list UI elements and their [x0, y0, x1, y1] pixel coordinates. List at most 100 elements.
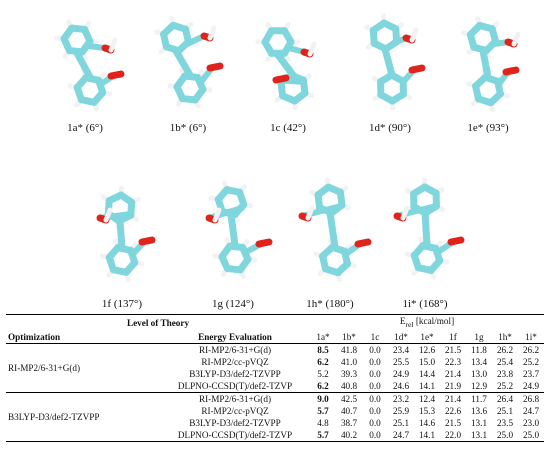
energy-value-cell: 0.0	[369, 368, 381, 379]
bond	[274, 51, 297, 79]
energy-value-cell: 40.7	[340, 405, 358, 416]
bond	[272, 74, 290, 84]
conformer-header: 1h*	[498, 331, 512, 342]
bond	[172, 47, 194, 79]
energy-value-cell: 42.5	[340, 393, 358, 404]
energy-value-cell: 24.7	[522, 405, 540, 416]
energy-eval-cell: DLPNO-CCSD(T)/def2-TZVP	[177, 429, 293, 440]
molecule-render	[393, 177, 465, 280]
energy-value-cell: 25.4	[496, 356, 514, 367]
table-row: B3LYP-D3/def2-TZVPP RI-MP2/6-31+G(d) 9.0 42…	[6, 392, 544, 422]
bond	[81, 25, 94, 45]
energy-eval-cell: DLPNO-CCSD(T)/def2-TZVP	[177, 380, 293, 391]
energy-value-cell: 40.8	[340, 380, 358, 391]
level-of-theory-header: Level of Theory	[126, 317, 190, 328]
table-row: RI-MP2/cc-pVQZ 6.2 41.0 0.0 25.5 15.0 22.3 13.4…	[6, 356, 544, 368]
bond	[307, 41, 317, 57]
energy-value-cell: 23.4	[392, 344, 410, 355]
energy-eval-cell: B3LYP-D3/def2-TZVPP	[189, 417, 281, 428]
bond	[400, 205, 410, 221]
energy-value-cell: 24.6	[392, 380, 410, 391]
conformer-header: 1g	[474, 331, 484, 342]
energy-value-cell: 13.4	[470, 356, 488, 367]
energy-value-cell: 21.5	[444, 344, 462, 355]
molecule-1i: 1i* (168°)	[375, 170, 475, 310]
optimization-column-header: Optimization	[8, 331, 61, 342]
energy-value-cell: 23.2	[392, 393, 410, 404]
energy-value-cell: 12.4	[418, 393, 436, 404]
energy-value-cell: 26.2	[496, 344, 514, 355]
energy-value-cell: 13.0	[470, 368, 488, 379]
table-row: DLPNO-CCSD(T)/def2-TZVP 5.7 40.2 0.0 24.7 14.…	[6, 429, 544, 442]
bond	[336, 188, 346, 209]
energy-value-cell: 5.7	[317, 429, 329, 440]
molecule-render	[154, 15, 224, 109]
energy-value-cell: 21.4	[444, 393, 462, 404]
molecule-1f: 1f (137°)	[72, 170, 172, 310]
molecule-label: 1e* (93°)	[467, 122, 509, 134]
energy-eval-cell: B3LYP-D3/def2-TZVPP	[189, 368, 281, 379]
energy-value-cell: 11.8	[471, 344, 487, 355]
bond	[479, 47, 492, 81]
bond	[107, 70, 125, 80]
optimization-cell: RI-MP2/6-31+G(d)	[8, 362, 81, 373]
energy-value-cell: 0.0	[369, 380, 381, 391]
energy-value-cell: 40.2	[340, 429, 358, 440]
energy-value-cell: 25.5	[392, 356, 410, 367]
bond	[108, 37, 118, 53]
energy-value-cell: 23.8	[496, 368, 514, 379]
table-body: RI-MP2/6-31+G(d) RI-MP2/6-31+G(d) 8.5 41.8 0…	[6, 343, 544, 442]
molecule-render	[460, 16, 521, 113]
table-row: B3LYP-D3/def2-TZVPP 5.2 39.3 0.0 24.9 14.4 21.…	[6, 368, 544, 380]
optimization-cell: B3LYP-D3/def2-TZVPP	[8, 411, 100, 422]
bond	[206, 62, 224, 72]
bond	[212, 207, 222, 223]
energy-value-cell: 0.0	[369, 356, 381, 367]
bond	[138, 236, 156, 246]
energy-value-cell: 13.6	[470, 405, 488, 416]
conformer-header: 1c	[370, 331, 380, 342]
energy-eval-cell: RI-MP2/cc-pVQZ	[201, 405, 269, 416]
bond	[408, 64, 426, 74]
energy-value-cell: 25.9	[392, 405, 410, 416]
molecule-render	[364, 13, 426, 111]
energy-value-cell: 39.3	[340, 368, 358, 379]
bond	[447, 236, 465, 246]
molecule-label: 1f (137°)	[101, 298, 143, 310]
energy-value-cell: 15.0	[418, 356, 436, 367]
bond	[502, 66, 520, 76]
molecule-render	[205, 180, 273, 279]
bond	[227, 211, 239, 249]
bond	[305, 205, 315, 221]
energy-value-cell: 23.0	[522, 417, 540, 428]
bond	[207, 25, 217, 41]
energy-value-cell: 25.1	[496, 405, 514, 416]
energy-value-cell: 23.7	[522, 368, 540, 379]
table-row: DLPNO-CCSD(T)/def2-TZVP 6.2 40.8 0.0 24.6 14.…	[6, 380, 544, 393]
energy-header: Erel [kcal/mol]	[310, 315, 544, 331]
energy-value-cell: 14.1	[418, 380, 436, 391]
molecule-render	[298, 177, 372, 283]
energy-value-cell: 0.0	[369, 344, 381, 355]
molecule-label: 1c (42°)	[270, 122, 306, 134]
energy-value-cell: 5.7	[317, 405, 329, 416]
energy-value-cell: 24.7	[392, 429, 410, 440]
energy-value-cell: 12.6	[418, 344, 436, 355]
energy-value-cell: 38.7	[340, 417, 358, 428]
bond	[381, 45, 396, 79]
molecule-label: 1a* (6°)	[67, 122, 103, 134]
molecule-label: 1g (124°)	[212, 298, 254, 310]
energy-value-cell: 22.3	[444, 356, 462, 367]
bond	[354, 238, 372, 248]
molecule-label: 1h* (180°)	[306, 298, 354, 310]
energy-value-cell: 8.5	[317, 344, 329, 355]
energy-unit: [kcal/mol]	[413, 316, 455, 326]
energy-value-cell: 5.2	[317, 368, 329, 379]
energy-value-cell: 22.6	[444, 405, 462, 416]
conformer-header: 1i*	[525, 331, 537, 342]
energy-value-cell: 41.0	[340, 356, 358, 367]
energy-value-cell: 25.0	[496, 429, 514, 440]
energy-value-cell: 13.1	[470, 429, 488, 440]
energy-value-cell: 6.2	[317, 356, 329, 367]
energy-eval-column-header: Energy Evaluation	[198, 331, 272, 342]
